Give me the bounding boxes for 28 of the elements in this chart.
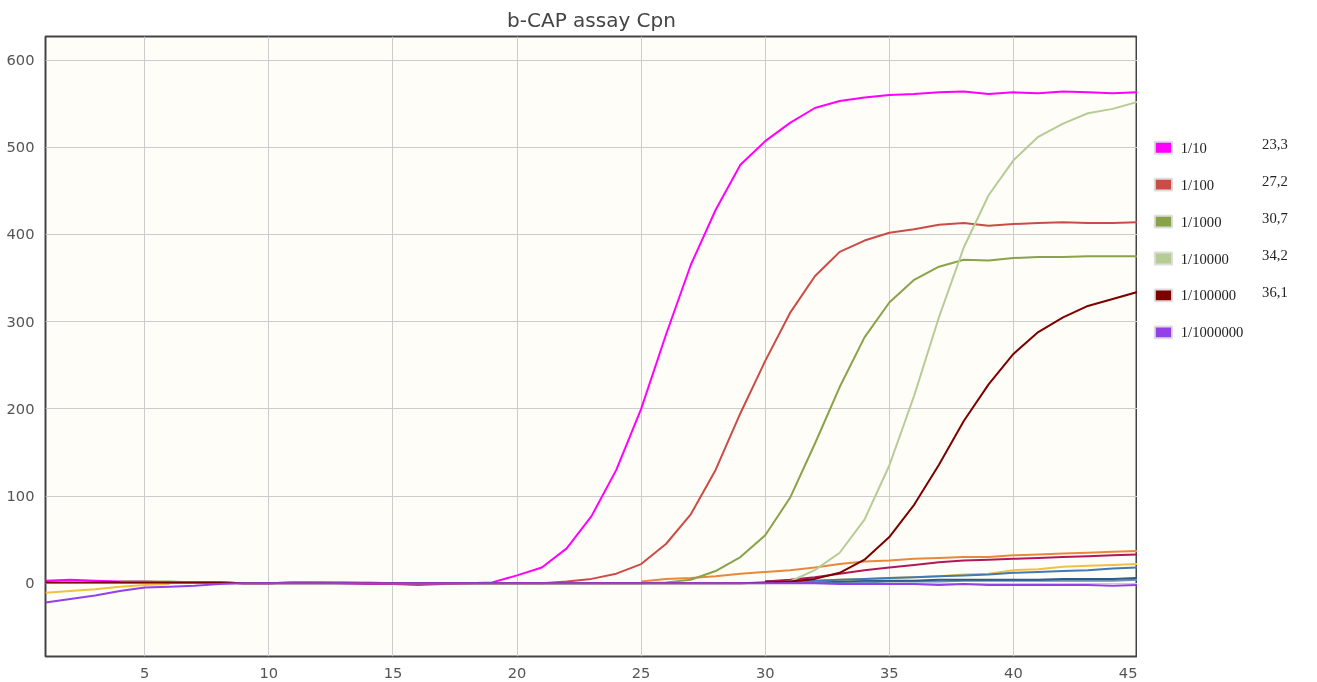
x-tick-label: 15 xyxy=(383,663,403,681)
text: 34,2 xyxy=(1262,246,1288,263)
x-tick-label: 5 xyxy=(140,663,150,681)
x-tick-label: 45 xyxy=(1118,663,1138,681)
legend-label: 1/100000 xyxy=(1180,287,1237,304)
legend-label: 1/10 xyxy=(1180,139,1207,156)
chart-title: b-CAP assay Cpn xyxy=(507,7,676,32)
legend-label: 1/100 xyxy=(1180,176,1215,193)
y-tick-label: 100 xyxy=(6,487,35,505)
x-tick-label: 30 xyxy=(755,663,775,681)
y-tick-label: 0 xyxy=(25,574,35,592)
text: 36,1 xyxy=(1262,283,1288,300)
x-tick-label: 40 xyxy=(1004,663,1023,681)
y-tick-label: 600 xyxy=(6,51,35,69)
x-tick-label: 20 xyxy=(507,663,527,681)
y-tick-label: 500 xyxy=(6,138,35,156)
y-tick-label: 200 xyxy=(6,399,35,417)
x-tick-label: 25 xyxy=(631,663,651,681)
legend-label: 1/10000 xyxy=(1180,250,1229,267)
legend-label: 1/1000000 xyxy=(1180,324,1244,341)
y-tick-label: 300 xyxy=(6,312,35,330)
x-tick-label: 10 xyxy=(259,663,279,681)
x-tick-label: 35 xyxy=(879,663,899,681)
text: 23,3 xyxy=(1262,136,1288,153)
y-tick-label: 400 xyxy=(6,225,35,243)
text: 27,2 xyxy=(1262,173,1288,190)
text: 30,7 xyxy=(1262,209,1288,226)
legend-label: 1/1000 xyxy=(1180,213,1222,230)
